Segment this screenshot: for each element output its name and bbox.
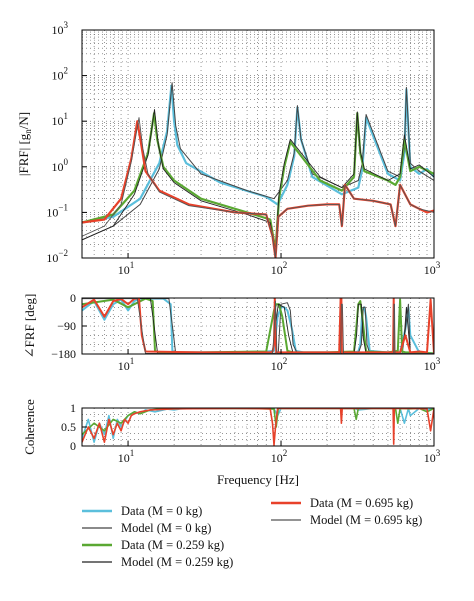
x-tick-label: 102	[271, 448, 288, 465]
legend-label: Model (M = 0.695 kg)	[310, 513, 422, 527]
magnitude-axes-frame	[81, 29, 435, 259]
y-tick-label: 103	[52, 20, 69, 37]
series-model-m-0-695-kg	[82, 298, 434, 354]
y-tick-label: −180	[51, 347, 76, 361]
y-tick-label: 102	[52, 66, 69, 83]
y-tick-label: 0.5	[61, 420, 76, 434]
magnitude-series	[82, 82, 434, 258]
legend-item: Data (M = 0.259 kg)	[82, 538, 224, 552]
coherence-panel: 101 102 103 0 0.5 1 Coherence Frequency [Hz]	[22, 399, 441, 487]
y-tick-label: 101	[52, 111, 69, 128]
legend-item: Data (M = 0.695 kg)	[271, 496, 413, 510]
legend-label: Model (M = 0.259 kg)	[121, 555, 233, 569]
series-data-m-0-259-kg	[82, 408, 434, 436]
x-tick-label: 101	[118, 448, 134, 465]
y-tick-label: 0	[70, 439, 76, 453]
legend-item: Model (M = 0.695 kg)	[271, 513, 422, 527]
y-tick-label: 100	[52, 157, 69, 174]
y-tick-label: 1	[70, 401, 76, 415]
x-tick-label: 102	[271, 260, 288, 277]
y-tick-label: −90	[57, 319, 76, 333]
phase-panel: 101 102 103 0 −90 −180 ∠FRF [deg]	[22, 291, 441, 373]
magnitude-ylabel: |FRF| [gn/N]	[16, 112, 33, 176]
legend-label: Data (M = 0 kg)	[121, 504, 202, 518]
x-tick-label: 103	[424, 356, 441, 373]
y-tick-label: 10−2	[46, 248, 68, 265]
coherence-series	[82, 408, 434, 446]
y-tick-label: 0	[70, 291, 76, 305]
legend-label: Data (M = 0.695 kg)	[310, 496, 413, 510]
y-tick-label: 10−1	[46, 202, 68, 219]
x-axis-label: Frequency [Hz]	[217, 472, 299, 487]
phase-ylabel: ∠FRF [deg]	[22, 294, 37, 359]
series-model-m-0-259-kg	[82, 109, 434, 251]
legend-item: Data (M = 0 kg)	[82, 504, 202, 518]
legend-item: Model (M = 0.259 kg)	[82, 555, 233, 569]
x-tick-label: 103	[424, 260, 441, 277]
x-tick-label: 102	[271, 356, 288, 373]
series-model-m-0-695-kg	[82, 117, 434, 258]
legend: Data (M = 0 kg) Data (M = 0.695 kg) Model …	[82, 496, 422, 569]
phase-series	[82, 298, 434, 354]
series-data-m-0-259-kg	[82, 112, 434, 252]
magnitude-grid	[81, 29, 435, 259]
phase-grid	[81, 297, 435, 355]
coherence-ylabel: Coherence	[22, 399, 37, 455]
x-tick-label: 101	[118, 356, 134, 373]
legend-label: Data (M = 0.259 kg)	[121, 538, 224, 552]
x-tick-label: 103	[424, 448, 441, 465]
x-tick-label: 101	[118, 260, 134, 277]
magnitude-panel: 101 102 103 10−2 10−1 100 101 102 103 |FRF| [gn/N…	[16, 20, 441, 277]
legend-item: Model (M = 0 kg)	[82, 521, 211, 535]
series-data-m-0-695-kg	[82, 408, 434, 446]
legend-label: Model (M = 0 kg)	[121, 521, 211, 535]
